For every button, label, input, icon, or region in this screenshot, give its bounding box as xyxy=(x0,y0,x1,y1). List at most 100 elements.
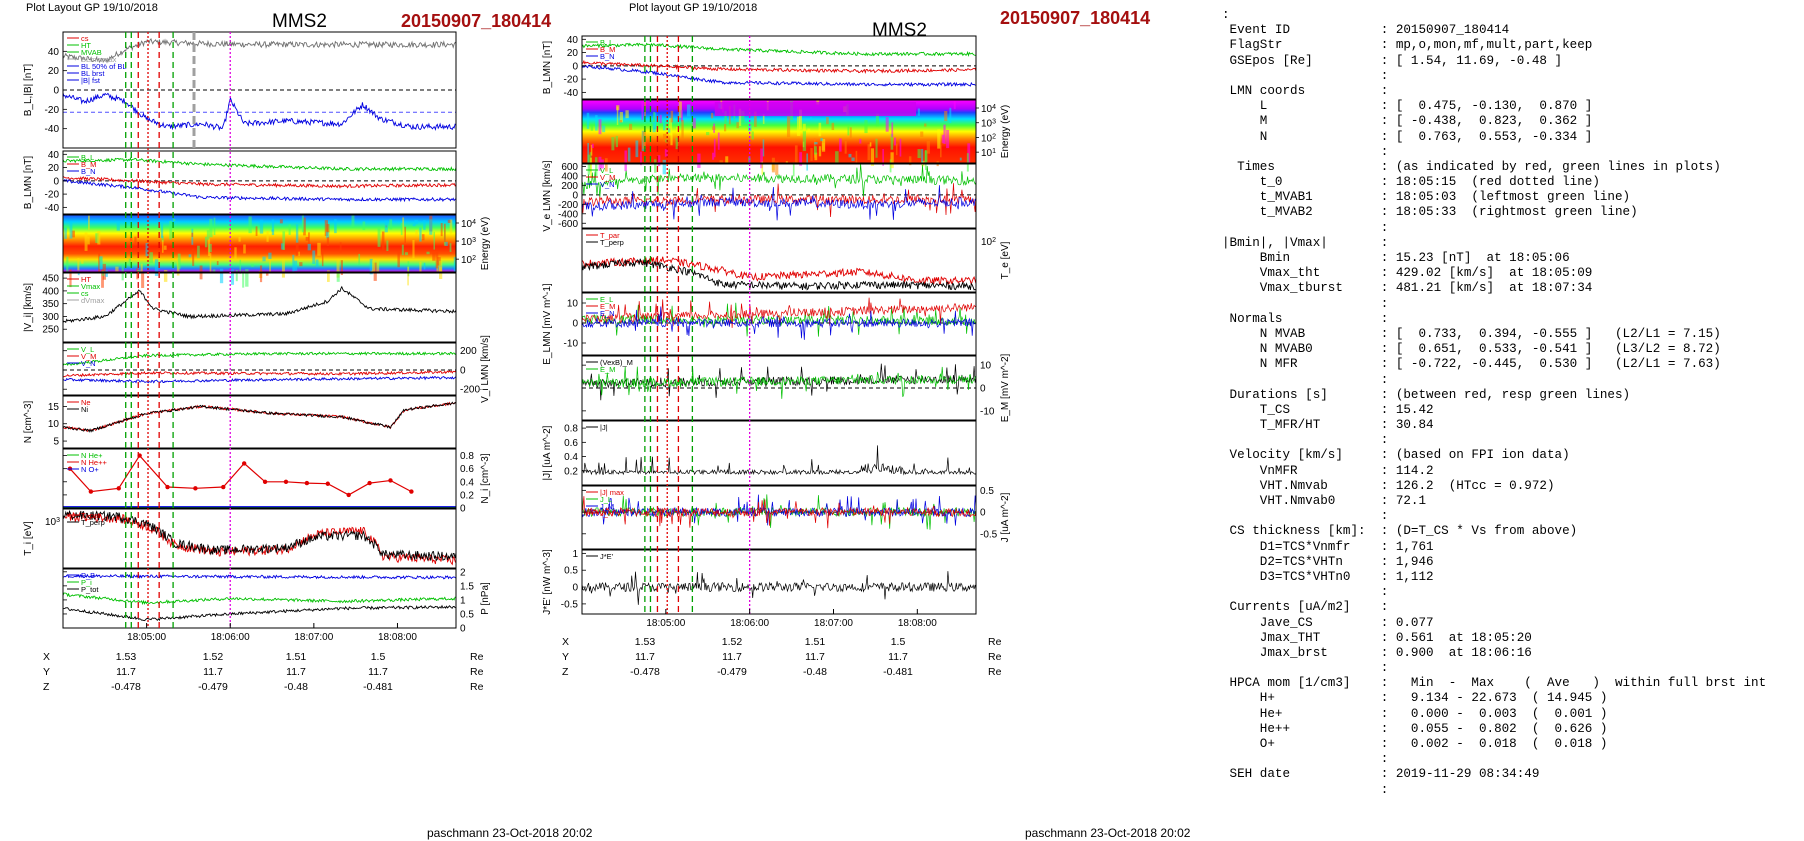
ytick-label: 0.4 xyxy=(564,452,578,463)
spectrogram-texture xyxy=(401,244,404,256)
ytick-label: 0 xyxy=(572,190,578,201)
spectrogram-texture xyxy=(154,259,159,276)
ylabel: N_i [cm^-3] xyxy=(480,453,491,503)
spectrogram-texture xyxy=(875,138,878,158)
spectrogram-texture xyxy=(810,117,812,121)
spectrogram-texture xyxy=(204,236,208,248)
panel-left-9: 0 0.5 1 1.5 2 P [nPa] P_BP_iP_tot xyxy=(62,567,491,635)
spectrogram-texture xyxy=(295,224,299,243)
spectrogram-texture xyxy=(440,223,443,237)
orbit-label: X xyxy=(43,651,50,663)
spectrogram-texture xyxy=(97,231,101,245)
ytick-label: 400 xyxy=(42,286,59,297)
orbit-value: -0.48 xyxy=(284,681,308,693)
spectrogram-texture xyxy=(653,111,655,130)
spectrogram-texture xyxy=(681,120,684,139)
info-line: D1=TCS*Vnmfr : 1,761 xyxy=(1222,539,1434,554)
panel-mid-6: -10 0 10 E_M [mV m^-2] (VexB)_ME_M xyxy=(581,353,1011,422)
spectrogram-texture xyxy=(725,156,729,165)
spectrogram-texture xyxy=(129,237,133,241)
ytick-label: 20 xyxy=(567,48,579,59)
series-b-m xyxy=(582,59,976,75)
ytick-label: 104 xyxy=(981,104,996,116)
info-line: : xyxy=(1222,782,1389,797)
spectrogram-texture xyxy=(724,110,727,123)
ytick-label: 1 xyxy=(460,595,466,606)
spectrogram-texture xyxy=(941,134,945,144)
spectrogram-texture xyxy=(625,110,629,119)
spectrogram-texture xyxy=(161,240,164,253)
info-line: : xyxy=(1222,296,1389,311)
panel-frame xyxy=(62,150,457,215)
ytick-label: 40 xyxy=(48,150,60,161)
spacecraft-title-left: MMS2 xyxy=(272,11,327,32)
spectrogram-texture xyxy=(712,126,716,130)
ytick-label: -40 xyxy=(45,124,60,135)
spectrogram-texture xyxy=(99,256,103,270)
spectrogram-texture xyxy=(69,221,73,239)
ytick-label: 20 xyxy=(48,163,60,174)
spectrogram-texture xyxy=(372,260,376,273)
ylabel: V_e LMN [km/s] xyxy=(542,160,553,231)
spectrogram-texture xyxy=(259,265,263,283)
spectrogram-texture xyxy=(946,129,950,149)
panel-area xyxy=(582,445,976,476)
spectrogram-texture xyxy=(899,138,902,157)
spectrogram-texture xyxy=(624,150,627,172)
spectrogram-texture xyxy=(586,112,590,129)
spectrogram-texture xyxy=(377,228,381,247)
spacecraft-title-mid: MMS2 xyxy=(872,20,927,41)
spectrogram-texture xyxy=(419,227,422,242)
spectrogram-texture xyxy=(404,226,406,244)
spectrogram-texture xyxy=(95,233,99,243)
orbit-unit: Re xyxy=(988,636,1002,648)
panel-frame xyxy=(62,448,457,509)
info-line: VHT.Nmvab0 : 72.1 xyxy=(1222,494,1427,508)
ytick-label: 0.2 xyxy=(564,466,578,477)
spectrogram-texture xyxy=(414,219,418,225)
panel-frame xyxy=(62,568,457,629)
series-v-l xyxy=(63,351,456,367)
series-ni xyxy=(63,401,456,433)
series-e-l xyxy=(582,302,976,337)
spectrogram-texture xyxy=(839,138,842,152)
spectrogram-texture xyxy=(602,125,606,133)
spectrogram-texture xyxy=(209,218,213,238)
spectrogram-texture xyxy=(760,148,763,169)
spectrogram-texture xyxy=(806,153,809,171)
spectrogram-texture xyxy=(271,219,275,236)
info-line: Velocity [km/s] : (based on FPI ion data… xyxy=(1222,448,1570,463)
legend-entry: N He++ xyxy=(81,458,107,467)
panel-area xyxy=(582,494,976,530)
info-line: N MVAB : [ 0.733, 0.394, -0.555 ] (L2/L1… xyxy=(1222,326,1721,341)
spectrogram-texture xyxy=(324,220,328,236)
panel-mid-5: -10 0 10 E_LMN [mV m^-1] E_LE_ME_N xyxy=(542,283,977,365)
ytick-label: 40 xyxy=(567,35,579,46)
spectrogram-texture xyxy=(192,248,195,266)
spectrogram-texture xyxy=(654,159,657,173)
legend-entry: |B| fst xyxy=(81,76,101,85)
spectrogram-texture xyxy=(754,111,757,127)
orbit-value: 11.7 xyxy=(635,651,655,663)
spectrogram-texture xyxy=(77,257,80,271)
footer-left: paschmann 23-Oct-2018 20:02 xyxy=(427,826,593,840)
ytick-label: -0.5 xyxy=(561,599,579,610)
orbit-value: -0.478 xyxy=(630,666,660,678)
spectrogram-texture xyxy=(814,152,818,161)
spectrogram-texture xyxy=(663,133,667,142)
series-j-n xyxy=(582,496,976,529)
data-point xyxy=(283,479,289,484)
spectrogram-texture xyxy=(64,227,67,239)
spectrogram-texture xyxy=(719,160,723,163)
spectrogram-texture xyxy=(692,118,696,129)
spectrogram-texture xyxy=(238,236,241,242)
ytick-label: -20 xyxy=(45,105,60,116)
spectrogram-texture xyxy=(386,240,389,252)
spectrogram-texture xyxy=(384,220,388,233)
spectrogram-texture xyxy=(595,115,598,131)
ytick-label: 2 xyxy=(460,567,466,578)
